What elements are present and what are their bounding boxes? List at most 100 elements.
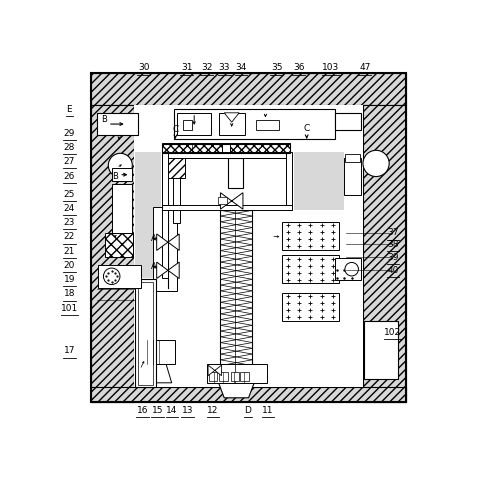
Bar [96,113,137,135]
Circle shape [362,150,388,177]
Bar [227,158,242,188]
Text: 101: 101 [60,304,78,313]
Text: 23: 23 [63,218,75,227]
Text: 12: 12 [207,406,218,415]
Bar [162,144,222,153]
Text: 22: 22 [63,232,75,242]
Bar [91,387,405,402]
Text: A: A [151,262,156,271]
Text: B: B [112,172,118,181]
Polygon shape [220,193,242,209]
Text: 26: 26 [63,172,75,181]
Bar [282,255,338,283]
Text: 36: 36 [292,63,304,72]
Text: 17: 17 [63,346,75,356]
Text: 11: 11 [262,406,273,415]
Bar [230,372,238,381]
Polygon shape [208,365,221,375]
Text: B: B [101,115,107,125]
Bar [218,113,244,135]
Text: 19: 19 [63,275,75,284]
Bar [217,197,227,204]
Bar [98,264,141,288]
Text: 35: 35 [271,63,282,72]
Text: 38: 38 [386,240,398,248]
Bar [135,152,161,210]
Bar [135,210,161,278]
Text: 39: 39 [386,253,398,262]
Bar [162,143,289,158]
Text: 40: 40 [386,266,398,275]
Bar [139,340,175,364]
Circle shape [103,268,120,284]
Bar [111,184,132,233]
Bar [167,158,184,178]
Bar [105,233,133,257]
Bar [334,258,360,281]
Bar [111,168,132,181]
Text: 20: 20 [63,261,75,270]
Text: C: C [172,125,178,134]
Bar [162,144,289,153]
Bar [363,321,397,379]
Text: 27: 27 [63,157,75,166]
Bar [91,74,405,402]
Text: 103: 103 [322,63,339,72]
Bar [177,113,211,135]
Bar [219,372,227,381]
Text: 15: 15 [152,406,163,415]
Bar [134,105,362,387]
Bar [135,279,155,387]
Bar [162,205,291,210]
Polygon shape [224,113,239,122]
Circle shape [344,262,358,276]
Text: A: A [151,234,156,243]
Bar [220,210,252,383]
Text: 30: 30 [137,63,149,72]
Text: 33: 33 [218,63,229,72]
Bar [345,154,359,162]
Bar [334,113,360,130]
Polygon shape [156,234,179,250]
Bar [362,105,405,402]
Text: 28: 28 [63,143,75,152]
Text: 102: 102 [384,328,401,337]
Bar [282,293,338,321]
Text: 34: 34 [235,63,246,72]
Text: C: C [303,125,309,133]
Bar [240,372,248,381]
Bar [91,105,134,402]
Text: 21: 21 [63,247,75,256]
Bar [182,120,192,130]
Polygon shape [218,383,254,398]
Bar [207,364,267,383]
Text: 31: 31 [181,63,192,72]
Bar [229,144,289,153]
Text: 32: 32 [200,63,212,72]
Text: D: D [244,406,251,415]
Text: 25: 25 [63,189,75,199]
Bar [162,152,167,210]
Text: 29: 29 [63,129,75,138]
Bar [173,109,334,139]
Text: E: E [66,105,72,113]
Bar [344,158,360,195]
Bar [256,120,278,130]
Text: 14: 14 [166,406,177,415]
Bar [152,206,177,291]
Bar [209,372,217,381]
Bar [172,178,179,224]
Circle shape [108,153,132,177]
Polygon shape [156,262,179,279]
Text: 24: 24 [63,204,75,213]
Text: 37: 37 [386,228,398,237]
Bar [91,74,405,105]
Text: 18: 18 [63,289,75,299]
Polygon shape [141,364,171,383]
Bar [137,281,152,385]
Bar [293,152,344,210]
Bar [162,210,167,278]
Text: 16: 16 [137,406,148,415]
Text: 47: 47 [358,63,370,72]
Bar [286,152,291,210]
